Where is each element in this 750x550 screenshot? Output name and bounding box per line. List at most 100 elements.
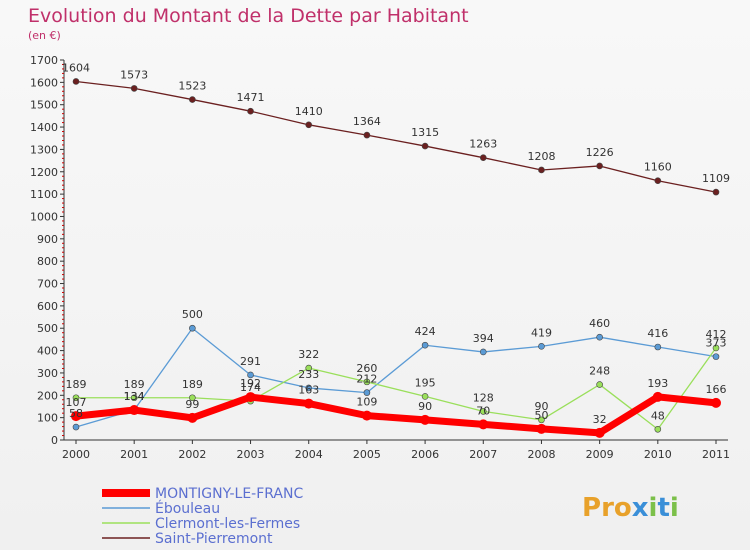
- data-point: [247, 107, 254, 115]
- data-point: [245, 392, 256, 403]
- data-label: 412: [706, 328, 727, 341]
- data-label: 174: [240, 381, 261, 394]
- y-tick-label: 400: [37, 345, 58, 358]
- data-label: 1160: [644, 161, 672, 174]
- data-point: [711, 397, 721, 408]
- proxiti-logo: Proxiti: [582, 493, 679, 523]
- data-point: [478, 419, 489, 430]
- data-label: 192: [240, 377, 261, 390]
- data-label: 163: [298, 384, 319, 397]
- data-label: 32: [593, 413, 607, 426]
- x-tick-label: 2006: [411, 448, 439, 461]
- data-point: [363, 131, 371, 139]
- data-label: 424: [415, 325, 436, 338]
- y-tick-label: 1000: [30, 210, 58, 223]
- data-point: [594, 427, 605, 438]
- data-point: [652, 391, 663, 402]
- axes: 0 100 200 300 400 500 600 700 800 900 1000 1100 1200…: [30, 54, 730, 461]
- logo-letter: o: [614, 493, 632, 523]
- y-tick-label: 100: [37, 412, 58, 425]
- x-tick-label: 2000: [62, 448, 90, 461]
- logo-letter: x: [632, 493, 649, 523]
- data-point: [536, 423, 547, 434]
- data-point: [361, 410, 372, 421]
- data-label: 500: [182, 308, 203, 321]
- data-point: [72, 423, 80, 431]
- data-label: 322: [298, 348, 319, 361]
- data-label: 166: [706, 383, 727, 396]
- logo-letter: i: [670, 493, 679, 523]
- series-line-0: [72, 393, 720, 437]
- data-point: [363, 389, 371, 396]
- x-tick-label: 2010: [644, 448, 672, 461]
- x-tick-label: 2001: [120, 448, 148, 461]
- data-label: 70: [476, 404, 490, 417]
- chart-title: Evolution du Montant de la Dette par Hab…: [28, 5, 469, 27]
- data-point: [363, 378, 371, 386]
- data-point: [129, 405, 140, 416]
- data-point: [189, 324, 196, 332]
- data-label: 58: [69, 407, 83, 420]
- data-label: 373: [706, 337, 727, 350]
- data-point: [654, 425, 662, 433]
- data-label: 1523: [178, 80, 206, 93]
- data-label: 50: [534, 409, 548, 422]
- x-tick-label: 2005: [353, 448, 381, 461]
- data-point: [712, 344, 720, 352]
- data-label: 134: [124, 390, 145, 403]
- data-point: [130, 394, 138, 402]
- data-point: [71, 411, 81, 422]
- data-point: [305, 384, 313, 392]
- data-point: [72, 394, 80, 402]
- data-point: [189, 394, 196, 402]
- logo-letter: r: [601, 493, 614, 523]
- y-tick-label: 200: [37, 389, 58, 402]
- data-label: 394: [473, 332, 494, 345]
- y-tick-label: 1700: [30, 54, 58, 67]
- data-label: 109: [356, 396, 377, 409]
- data-label: 1471: [237, 91, 265, 104]
- data-point: [538, 343, 545, 350]
- legend-label: Saint-Pierremont: [155, 531, 273, 547]
- data-label: 460: [589, 317, 610, 330]
- data-point: [596, 162, 603, 170]
- data-label: 90: [418, 400, 432, 413]
- data-point: [712, 353, 720, 360]
- data-point: [305, 364, 313, 372]
- data-label: 1208: [527, 150, 555, 163]
- data-point: [421, 341, 429, 349]
- data-label: 248: [589, 365, 610, 378]
- y-tick-label: 700: [37, 278, 58, 291]
- y-tick-label: 600: [37, 300, 58, 313]
- data-point: [479, 408, 487, 415]
- chart-subtitle: (en €): [28, 29, 61, 42]
- data-label: 1226: [586, 146, 614, 159]
- data-point: [247, 371, 254, 379]
- x-tick-label: 2011: [702, 448, 730, 461]
- data-label: 1604: [62, 61, 90, 74]
- data-point: [538, 166, 545, 174]
- data-point: [420, 414, 431, 425]
- y-tick-label: 1400: [30, 121, 58, 134]
- data-point: [421, 142, 429, 150]
- y-tick-label: 800: [37, 255, 58, 268]
- series-line-2: [75, 347, 717, 430]
- logo-letter: P: [582, 493, 601, 523]
- y-tick-label: 1500: [30, 99, 58, 112]
- x-tick-label: 2002: [178, 448, 206, 461]
- data-label: 1263: [469, 138, 497, 151]
- data-label: 128: [473, 391, 494, 404]
- data-point: [421, 393, 429, 400]
- series-line-1: [75, 327, 717, 428]
- data-point: [712, 188, 720, 196]
- y-tick-label: 1300: [30, 143, 58, 156]
- data-label: 212: [356, 373, 377, 386]
- data-label: 195: [415, 376, 436, 389]
- y-tick-label: 300: [37, 367, 58, 380]
- y-tick-label: 1100: [30, 188, 58, 201]
- data-label: 416: [647, 327, 668, 340]
- x-tick-label: 2004: [295, 448, 323, 461]
